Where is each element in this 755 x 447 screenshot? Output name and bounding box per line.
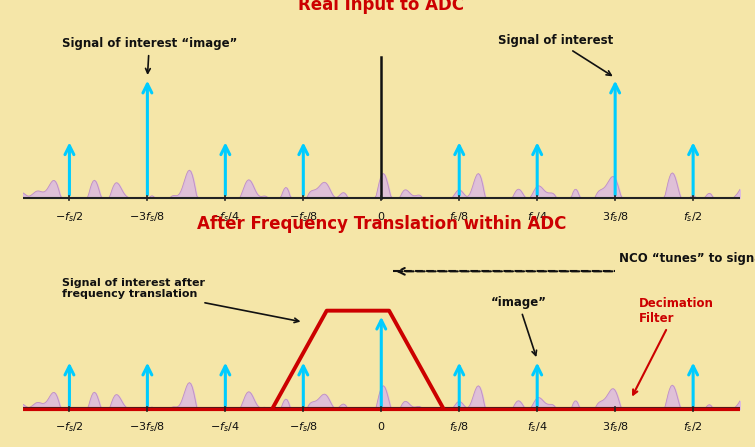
Text: $3f_s/8$: $3f_s/8$ [602, 210, 629, 224]
Text: Decimation
Filter: Decimation Filter [633, 297, 713, 395]
Text: $-f_s/8$: $-f_s/8$ [288, 210, 318, 224]
Text: Signal of interest: Signal of interest [498, 34, 614, 76]
Text: $3f_s/8$: $3f_s/8$ [602, 421, 629, 434]
Text: $f_s/8$: $f_s/8$ [449, 421, 469, 434]
Text: $f_s/2$: $f_s/2$ [683, 421, 703, 434]
Text: $-f_s/8$: $-f_s/8$ [288, 421, 318, 434]
Text: $f_s/4$: $f_s/4$ [527, 210, 547, 224]
Text: Signal of interest after
frequency translation: Signal of interest after frequency trans… [62, 278, 299, 323]
Text: Signal of interest “image”: Signal of interest “image” [62, 37, 237, 73]
Text: $-f_s/4$: $-f_s/4$ [211, 421, 240, 434]
Text: $f_s/8$: $f_s/8$ [449, 210, 469, 224]
Text: $-f_s/2$: $-f_s/2$ [55, 421, 84, 434]
Text: $-f_s/4$: $-f_s/4$ [211, 210, 240, 224]
Text: NCO “tunes” to signal of interest: NCO “tunes” to signal of interest [619, 252, 755, 265]
Text: $0$: $0$ [377, 421, 386, 433]
Text: $-3f_s/8$: $-3f_s/8$ [129, 421, 165, 434]
Text: $-f_s/2$: $-f_s/2$ [55, 210, 84, 224]
Text: $0$: $0$ [377, 210, 386, 222]
Text: $-3f_s/8$: $-3f_s/8$ [129, 210, 165, 224]
Text: $f_s/4$: $f_s/4$ [527, 421, 547, 434]
Text: $f_s/2$: $f_s/2$ [683, 210, 703, 224]
Text: “image”: “image” [491, 296, 547, 355]
Text: After Frequency Translation within ADC: After Frequency Translation within ADC [196, 215, 566, 233]
Text: Real Input to ADC: Real Input to ADC [298, 0, 464, 14]
